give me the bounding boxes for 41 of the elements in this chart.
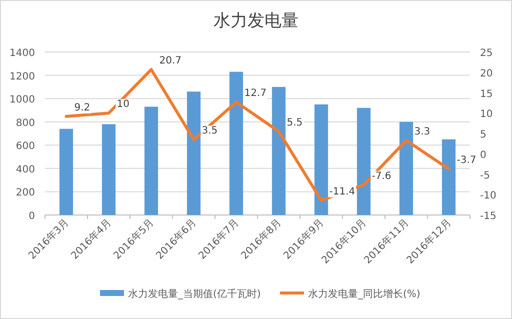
data-label: 9.2 xyxy=(74,102,90,114)
bar xyxy=(229,72,244,215)
y2-tick-label: -5 xyxy=(480,170,490,182)
bar xyxy=(356,108,371,215)
chart-title: 水力发电量 xyxy=(214,11,298,31)
data-label: -3.7 xyxy=(456,154,476,166)
legend-label: 水力发电量_同比增长(%) xyxy=(308,288,420,300)
data-label: -7.6 xyxy=(372,170,392,182)
data-label: -11.4 xyxy=(329,186,356,198)
bar xyxy=(102,124,116,215)
y-tick-label: 1200 xyxy=(10,71,35,82)
y-tick-label: 200 xyxy=(16,188,35,199)
bar xyxy=(144,106,158,215)
y2-tick-label: 25 xyxy=(480,48,493,59)
data-label: 12.7 xyxy=(244,88,267,100)
bar xyxy=(442,139,456,215)
data-label: 5.5 xyxy=(286,117,303,128)
y2-tick-label: 5 xyxy=(480,130,486,140)
y2-tick-label: 0 xyxy=(480,150,486,161)
bar xyxy=(186,92,201,215)
y-tick-label: 1000 xyxy=(10,94,35,106)
y-tick-label: 1400 xyxy=(10,48,35,59)
y2-tick-label: -10 xyxy=(480,190,496,202)
bar xyxy=(59,128,74,215)
y-tick-label: 600 xyxy=(16,141,35,152)
y-tick-label: 800 xyxy=(16,118,35,129)
y2-tick-label: 10 xyxy=(480,109,493,120)
data-label: 10 xyxy=(116,99,130,110)
bar xyxy=(399,122,414,215)
y2-tick-label: -15 xyxy=(480,211,496,222)
y-tick-label: 0 xyxy=(28,211,35,222)
y2-tick-label: 15 xyxy=(480,88,493,100)
bar xyxy=(314,104,328,215)
legend-label: 水力发电量_当期值(亿千瓦时) xyxy=(128,288,261,300)
y2-tick-label: 20 xyxy=(480,68,493,80)
data-label: 3.3 xyxy=(414,126,430,138)
data-label: 3.5 xyxy=(202,126,218,137)
line-series xyxy=(64,68,450,202)
data-label: 20.7 xyxy=(159,56,182,67)
bar xyxy=(272,86,286,215)
y-tick-label: 400 xyxy=(16,164,35,176)
